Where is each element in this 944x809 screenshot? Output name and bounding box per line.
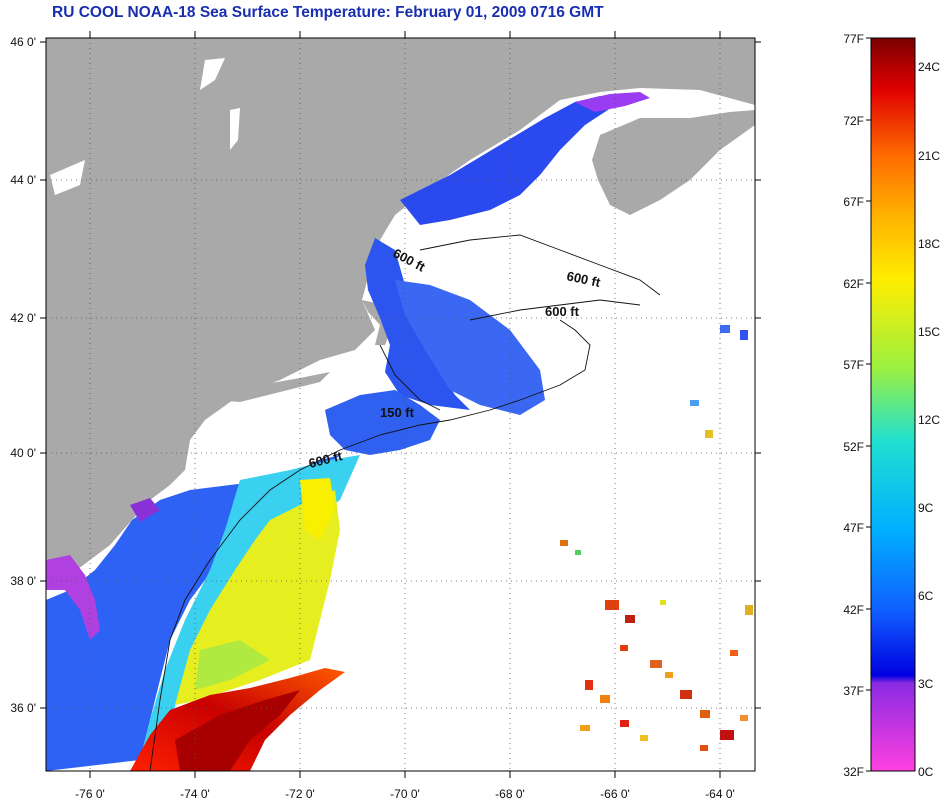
colorbar-ticks [866,37,871,772]
lat-tick-label: 44 0' [10,173,36,187]
sst-cold-gulf-maine [400,96,620,225]
colorbar-f-label: 62F [843,277,864,291]
grid-lines [46,38,755,771]
axis-ticks [40,31,761,778]
sst-gulf-stream-core [175,690,300,771]
lat-tick-label: 42 0' [10,311,36,325]
lon-tick-label: -74 0' [180,787,210,801]
colorbar-c-label: 15C [918,325,940,339]
lat-tick-label: 46 0' [10,35,36,49]
lake-shape [200,58,225,90]
colorbar-c-label: 0C [918,765,934,779]
colorbar-f-label: 42F [843,603,864,617]
lon-tick-label: -64 0' [705,787,735,801]
lon-tick-label: -70 0' [390,787,420,801]
colorbar-c-label: 9C [918,501,934,515]
sst-scattered-patches [560,325,753,751]
lake-shape [50,160,85,195]
colorbar-f-label: 57F [843,358,864,372]
colorbar-f-label: 47F [843,521,864,535]
lat-tick-label: 38 0' [10,574,36,588]
colorbar-f-label: 32F [843,765,864,779]
land-nova-scotia [592,110,755,215]
land-long-island [210,372,330,402]
colorbar [870,37,916,772]
colorbar-c-label: 3C [918,677,934,691]
bathymetry-contours [149,234,661,771]
colorbar-c-label: 6C [918,589,934,603]
colorbar-f-label: 67F [843,195,864,209]
contour-label: 600 ft [545,304,580,319]
lat-tick-label: 36 0' [10,701,36,715]
sst-purple-nearshore [575,92,650,112]
sst-shelf-sne [325,390,440,455]
lake-shape [230,108,240,150]
sst-slope-water-yellow [300,478,335,540]
colorbar-f-label: 52F [843,440,864,454]
colorbar-c-label: 24C [918,60,940,74]
colorbar-f-label: 77F [843,32,864,46]
lon-tick-label: -68 0' [495,787,525,801]
sst-slope-water-green [195,640,270,690]
colorbar-c-label: 18C [918,237,940,251]
colorbar-f-label: 37F [843,684,864,698]
sst-delaware-bay [130,498,160,522]
lat-tick-label: 40 0' [10,446,36,460]
sst-chesapeake [46,555,100,640]
contour-label: 600 ft [565,268,602,290]
colorbar-f-label: 72F [843,114,864,128]
map-frame [45,37,756,772]
chart-title: RU COOL NOAA-18 Sea Surface Temperature:… [52,4,604,21]
map-plot-area: 600 ft 600 ft 600 ft 150 ft 600 ft [46,38,755,771]
sst-mid-atlantic-shelf [46,455,340,771]
lon-tick-label: -72 0' [285,787,315,801]
colorbar-c-label: 21C [918,149,940,163]
lon-tick-label: -66 0' [600,787,630,801]
lon-tick-label: -76 0' [75,787,105,801]
contour-label: 150 ft [380,405,415,420]
colorbar-c-label: 12C [918,413,940,427]
sst-cold-georges [395,280,545,415]
land-mainland [46,38,755,590]
